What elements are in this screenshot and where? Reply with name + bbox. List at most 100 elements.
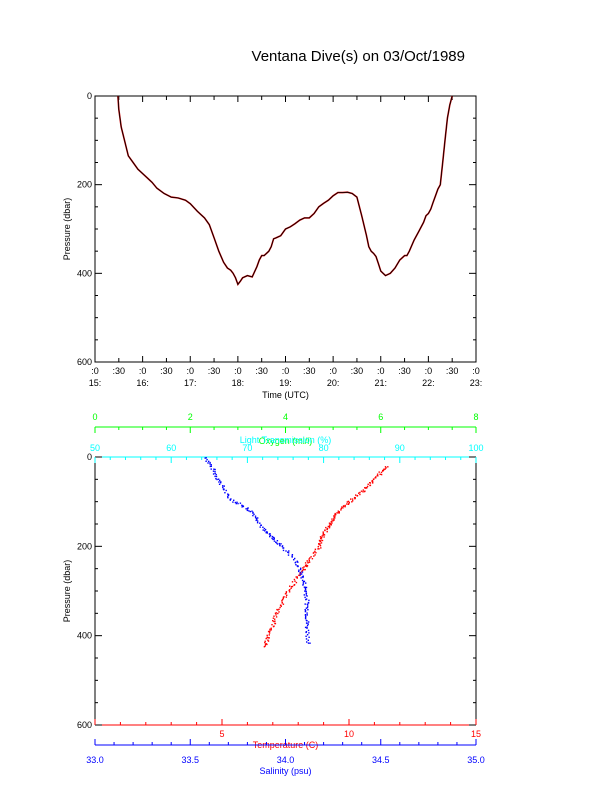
salinity-point — [304, 610, 307, 612]
salinity-point — [212, 470, 215, 472]
temperature-point — [264, 641, 266, 644]
salinity-point — [294, 557, 296, 560]
temperature-point — [306, 560, 308, 562]
temperature-point — [384, 466, 387, 468]
temperature-point — [385, 467, 387, 469]
bottom-y-tick-label: 600 — [77, 720, 92, 730]
salinity-point — [305, 586, 308, 589]
temperature-point — [335, 513, 337, 516]
salinity-point — [216, 478, 218, 481]
temperature-point — [333, 518, 335, 520]
temperature-point — [299, 572, 302, 575]
transmission-tick-label: 80 — [319, 443, 329, 453]
transmission-tick-label: 60 — [166, 443, 176, 453]
temperature-point — [321, 535, 323, 537]
temperature-point — [333, 519, 335, 521]
temperature-point — [319, 543, 321, 545]
temperature-point — [362, 491, 364, 493]
salinity-point — [304, 609, 306, 611]
temperature-point — [264, 645, 266, 647]
temperature-point — [384, 468, 386, 470]
temperature-point — [319, 536, 322, 538]
salinity-point — [297, 561, 299, 563]
temperature-point — [358, 492, 360, 494]
salinity-point — [306, 612, 308, 614]
salinity-point — [254, 516, 257, 519]
salinity-point — [304, 626, 307, 629]
salinity-point — [301, 579, 304, 582]
salinity-point — [241, 506, 243, 508]
salinity-point — [275, 541, 277, 543]
temperature-tick-label: 15 — [471, 729, 481, 739]
temperature-point — [323, 536, 325, 538]
temperature-point — [278, 608, 280, 610]
salinity-point — [210, 464, 212, 466]
temperature-point — [274, 622, 276, 625]
salinity-point — [308, 636, 310, 638]
top-y-axis-label: Pressure (dbar) — [62, 198, 72, 261]
temperature-point — [365, 487, 367, 489]
temperature-point — [318, 543, 320, 546]
temperature-point — [264, 640, 266, 642]
salinity-point — [227, 493, 229, 495]
salinity-point — [304, 587, 307, 590]
oxygen-tick-label: 6 — [378, 412, 383, 422]
temperature-point — [369, 482, 372, 484]
temperature-point — [309, 557, 311, 559]
salinity-point — [308, 621, 310, 623]
temperature-point — [369, 484, 372, 487]
temperature-point — [302, 568, 305, 571]
temperature-point — [337, 512, 339, 514]
temperature-point — [333, 516, 335, 519]
salinity-point — [276, 540, 279, 542]
temperature-point — [286, 594, 288, 596]
temperature-point — [275, 616, 278, 618]
salinity-point — [303, 580, 305, 583]
temperature-point — [273, 620, 275, 623]
top-y-tick-label: 600 — [77, 357, 92, 367]
temperature-point — [319, 540, 321, 543]
salinity-point — [305, 607, 308, 609]
salinity-point — [268, 533, 271, 535]
temperature-point — [263, 646, 266, 648]
temperature-point — [280, 605, 282, 607]
salinity-point — [212, 473, 215, 475]
salinity-point — [239, 502, 242, 504]
temperature-point — [376, 473, 379, 475]
temperature-point — [268, 632, 271, 634]
temperature-point — [336, 512, 338, 514]
temperature-point — [314, 554, 316, 556]
salinity-point — [215, 475, 218, 478]
salinity-point — [214, 470, 216, 473]
top-x-tick-label-minute: :30 — [446, 366, 459, 376]
salinity-point — [241, 504, 243, 506]
temperature-point — [372, 482, 374, 484]
salinity-point — [260, 524, 262, 526]
temperature-point — [318, 539, 321, 542]
temperature-point — [331, 522, 333, 524]
temperature-point — [320, 547, 322, 549]
temperature-point — [296, 576, 298, 578]
salinity-point — [222, 486, 224, 489]
temperature-point — [299, 574, 301, 577]
temperature-point — [303, 566, 305, 568]
temperature-point — [279, 604, 282, 606]
temperature-point — [301, 569, 304, 572]
temperature-point — [326, 528, 328, 530]
temperature-point — [328, 522, 331, 524]
salinity-point — [282, 547, 285, 549]
temperature-point — [333, 515, 335, 517]
salinity-point — [242, 505, 245, 508]
transmission-tick-label: 50 — [90, 443, 100, 453]
temperature-point — [270, 627, 272, 629]
salinity-point — [308, 599, 310, 602]
temperature-point — [272, 625, 275, 628]
temperature-point — [329, 525, 331, 528]
salinity-tick-label: 35.0 — [467, 755, 485, 765]
salinity-point — [215, 478, 217, 480]
temperature-point — [275, 612, 277, 614]
salinity-point — [305, 615, 307, 618]
oxygen-axis-label: Oxygen (ml/l) — [259, 436, 313, 446]
temperature-point — [270, 629, 272, 631]
temperature-point — [380, 471, 383, 474]
